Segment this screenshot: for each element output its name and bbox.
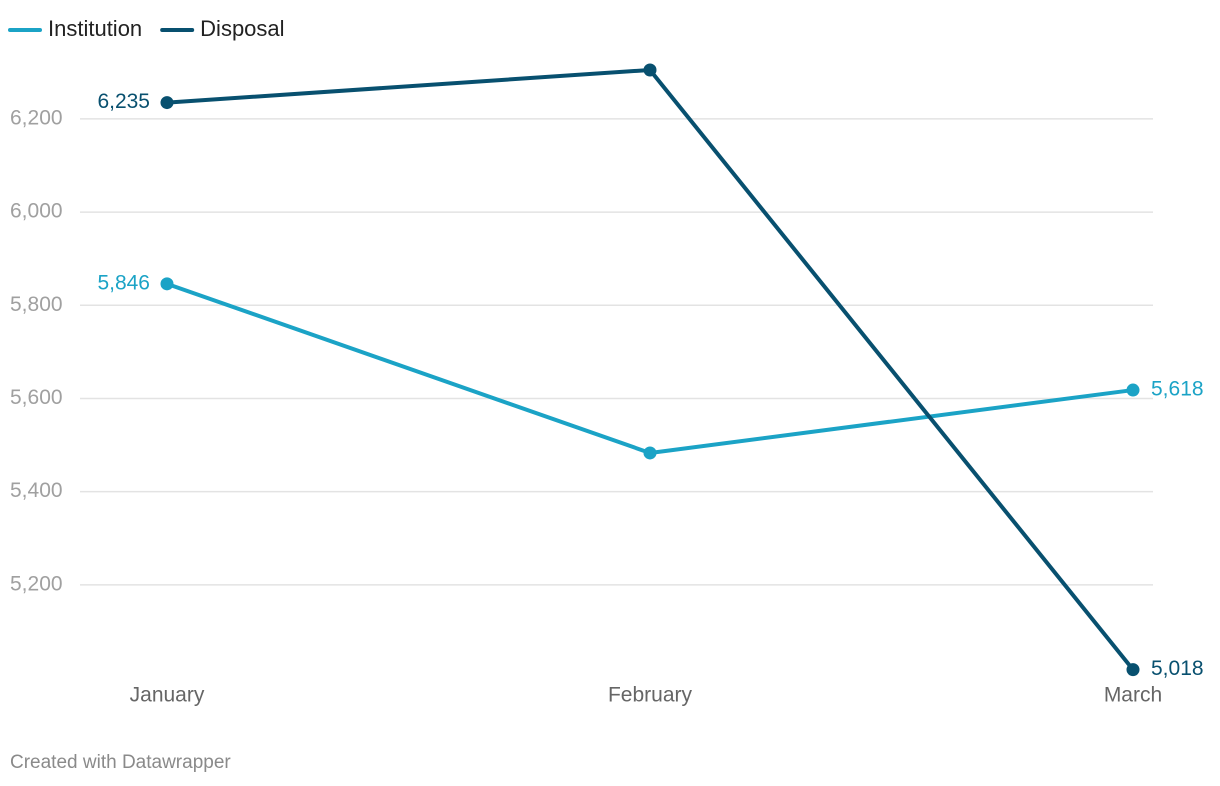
x-tick-label: March [1104, 684, 1162, 707]
series-line [166, 281, 1134, 455]
x-tick-label: February [608, 684, 693, 707]
y-tick-label: 5,200 [10, 572, 63, 595]
point [160, 96, 174, 110]
point [1126, 383, 1140, 397]
series-line [166, 67, 1135, 671]
value-label: 5,846 [97, 271, 150, 294]
point [643, 63, 657, 77]
y-tick-label: 6,000 [10, 200, 63, 223]
credit: Created with Datawrapper [10, 752, 231, 773]
legend-label: Institution [48, 16, 142, 41]
y-tick-label: 5,600 [10, 386, 63, 409]
y-tick-label: 6,200 [10, 106, 63, 129]
value-label: 6,235 [97, 90, 150, 113]
x-tick-label: January [130, 684, 205, 707]
value-label: 5,018 [1151, 657, 1204, 680]
point [643, 446, 657, 460]
y-tick-label: 5,800 [10, 293, 63, 316]
value-label: 5,618 [1151, 378, 1204, 401]
y-tick-label: 5,400 [10, 479, 63, 502]
point [160, 277, 174, 291]
legend-label: Disposal [200, 16, 284, 41]
point [1126, 663, 1140, 677]
